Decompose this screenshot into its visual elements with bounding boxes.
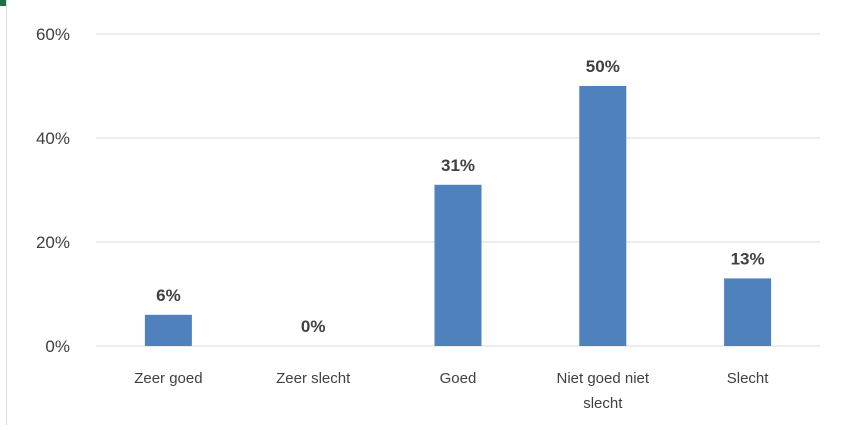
y-tick-label: 0% <box>45 337 70 356</box>
bar <box>434 184 482 346</box>
y-tick-label: 20% <box>36 233 70 252</box>
y-tick-label: 60% <box>36 25 70 44</box>
caption-strip <box>0 0 857 6</box>
x-tick-label: Goed <box>440 370 477 387</box>
caption-accent-mark <box>0 0 6 6</box>
x-tick-label: Zeer goed <box>134 370 202 387</box>
data-label: 31% <box>441 156 475 175</box>
x-tick-label: Niet goed niet <box>557 370 650 387</box>
y-tick-label: 40% <box>36 129 70 148</box>
data-label: 6% <box>156 286 181 305</box>
data-label: 0% <box>301 317 326 336</box>
data-label: 13% <box>731 249 765 268</box>
x-tick-label: Slecht <box>727 370 770 387</box>
x-tick-label: slecht <box>583 395 623 412</box>
x-tick-label: Zeer slecht <box>276 370 351 387</box>
frame-left-border <box>6 0 7 425</box>
bar <box>724 278 772 346</box>
bar <box>579 86 627 346</box>
data-label: 50% <box>586 57 620 76</box>
bar <box>144 314 192 346</box>
